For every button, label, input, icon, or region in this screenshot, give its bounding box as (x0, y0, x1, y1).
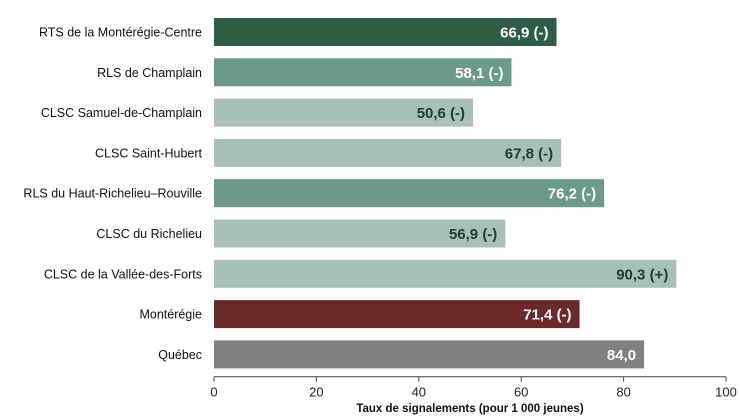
bar-value-label: 71,4 (-) (523, 307, 571, 324)
bar-value-label: 66,9 (-) (500, 25, 548, 42)
bar-value-label: 90,3 (+) (616, 266, 668, 283)
x-tick-label: 100 (715, 385, 737, 400)
category-label: Québec (158, 348, 202, 362)
x-axis: 0 20 40 60 80 100 (210, 376, 737, 400)
x-axis-title: Taux de signalements (pour 1 000 jeunes) (356, 403, 583, 415)
bar (214, 18, 557, 46)
x-tick-label: 0 (210, 385, 217, 400)
bar-value-label: 84,0 (607, 347, 636, 364)
bar (214, 340, 645, 369)
x-tick-label: 60 (514, 385, 528, 400)
bar-value-label: 76,2 (-) (548, 186, 596, 203)
bars-group: RTS de la Montérégie-Centre 66,9 (-) RLS d… (23, 18, 677, 369)
x-tick-label: 20 (309, 385, 323, 400)
x-tick-label: 40 (412, 385, 426, 400)
bar (214, 300, 580, 329)
category-label: CLSC du Richelieu (96, 227, 202, 241)
bar (214, 259, 677, 288)
category-label: RTS de la Montérégie-Centre (39, 26, 202, 40)
bar (214, 58, 512, 87)
bar-value-label: 50,6 (-) (417, 105, 465, 122)
category-label: CLSC de la Vallée-des-Forts (44, 267, 202, 281)
category-label: CLSC Saint-Hubert (95, 146, 203, 160)
bar (214, 219, 506, 248)
category-label: CLSC Samuel-de-Champlain (41, 106, 202, 120)
bar-value-label: 58,1 (-) (455, 65, 503, 82)
x-tick-label: 80 (616, 385, 630, 400)
category-label: RLS du Haut-Richelieu–Rouville (23, 187, 202, 201)
bar-value-label: 67,8 (-) (505, 145, 553, 162)
bar (214, 98, 474, 127)
category-label: RLS de Champlain (97, 66, 202, 80)
category-label: Montérégie (139, 308, 202, 322)
bar-value-label: 56,9 (-) (449, 226, 497, 243)
bar (214, 138, 562, 167)
bar (214, 179, 605, 208)
